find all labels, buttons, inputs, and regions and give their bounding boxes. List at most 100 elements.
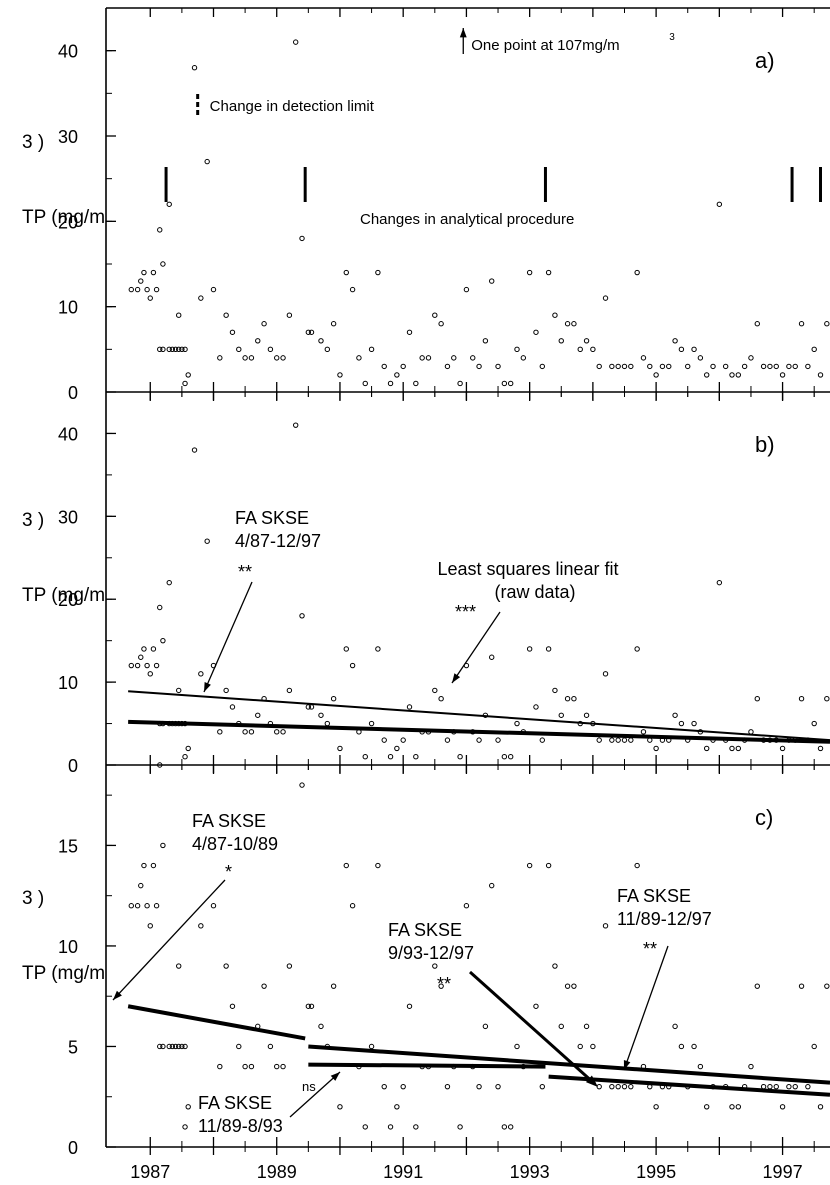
ls-sub: (raw data) (494, 582, 575, 602)
data-point (419, 355, 425, 361)
data-point (394, 372, 400, 378)
data-point (703, 745, 710, 752)
data-point (583, 338, 590, 344)
data-point (539, 1083, 545, 1090)
panel-label: c) (755, 805, 773, 830)
data-point (217, 355, 223, 361)
x-tick-label: 1993 (510, 1162, 550, 1182)
fa-arrow-head (204, 682, 211, 692)
data-point (526, 862, 533, 869)
panel-label: b) (755, 432, 775, 457)
data-point (628, 737, 634, 743)
data-point (191, 447, 198, 453)
data-point (748, 355, 754, 361)
data-point (444, 1083, 451, 1090)
data-point (267, 346, 274, 353)
data-point (564, 695, 571, 702)
data-point (811, 346, 817, 353)
data-point (571, 695, 577, 702)
data-point (817, 745, 824, 752)
data-point (144, 286, 150, 293)
x-tick-label: 1987 (130, 1162, 170, 1182)
fa1-period: 4/87-10/89 (192, 834, 278, 854)
data-point (176, 312, 182, 318)
y-axis-label-unit: 3 ) (22, 888, 44, 909)
fa3-label: FA SKSE (617, 886, 691, 906)
data-point (514, 1043, 520, 1050)
data-point (653, 745, 659, 752)
data-point (438, 695, 444, 702)
data-point (160, 1043, 166, 1050)
data-point (824, 983, 830, 989)
ls-arrow-head (452, 673, 461, 683)
data-point (217, 1063, 223, 1070)
data-point (185, 1104, 191, 1110)
data-point (292, 422, 299, 428)
data-point (138, 278, 144, 284)
data-point (564, 983, 571, 989)
data-point (767, 363, 773, 370)
data-point (153, 662, 160, 669)
data-point (596, 1083, 602, 1090)
data-point (735, 372, 742, 378)
data-point (210, 903, 217, 909)
fa4-significance: ns (302, 1079, 316, 1094)
data-point (729, 1104, 735, 1110)
data-point (754, 983, 760, 989)
fit-line (128, 690, 830, 742)
data-point (602, 295, 609, 301)
data-point (179, 1043, 185, 1050)
data-point (824, 695, 830, 702)
data-point (134, 286, 141, 293)
data-point (280, 729, 286, 735)
y-axis-label: TP (mg/m (22, 585, 105, 606)
fa2-arrow (468, 970, 597, 1086)
data-point (305, 1003, 312, 1009)
data-point (198, 671, 204, 677)
y-axis-label-unit: 3 ) (22, 510, 44, 531)
data-point (141, 862, 147, 869)
data-point (767, 1083, 773, 1090)
data-point (432, 963, 438, 969)
data-point (444, 737, 451, 743)
data-point (817, 1104, 824, 1110)
data-point (691, 346, 697, 353)
data-point (647, 363, 653, 370)
data-point (134, 903, 141, 909)
data-point (182, 380, 188, 387)
data-point (558, 712, 564, 718)
data-point (609, 737, 615, 743)
data-point (400, 737, 406, 743)
fit-line (308, 1044, 830, 1085)
data-point (666, 363, 672, 370)
panel-a: 0 10 20 30 40 TP (mg/m 3 ) a) One point at 107mg… (22, 7, 830, 403)
outlier-note: One point at 107mg/m (471, 37, 619, 54)
data-point (157, 604, 163, 611)
y-tick-label: 30 (58, 127, 78, 147)
fa2-arrow-head (585, 1075, 598, 1087)
data-point (286, 687, 293, 694)
outlier-arrow-head (459, 28, 467, 38)
data-point (489, 654, 495, 660)
data-point (172, 346, 179, 353)
data-point (501, 380, 508, 387)
data-point (248, 1063, 255, 1070)
data-point (150, 269, 157, 276)
data-point (217, 729, 223, 735)
data-point (318, 338, 324, 344)
data-point (545, 269, 552, 276)
data-point (356, 355, 362, 361)
data-point (590, 346, 596, 353)
x-tick-label: 1991 (383, 1162, 423, 1182)
data-point (754, 321, 760, 327)
data-point (596, 363, 602, 370)
fit-line (127, 1004, 306, 1041)
data-point (476, 737, 482, 743)
data-point (697, 1063, 704, 1070)
data-point (308, 1003, 315, 1009)
fa4-label: FA SKSE (198, 1093, 272, 1113)
data-points (128, 422, 830, 760)
data-point (255, 338, 261, 344)
fa-arrow (203, 581, 253, 693)
